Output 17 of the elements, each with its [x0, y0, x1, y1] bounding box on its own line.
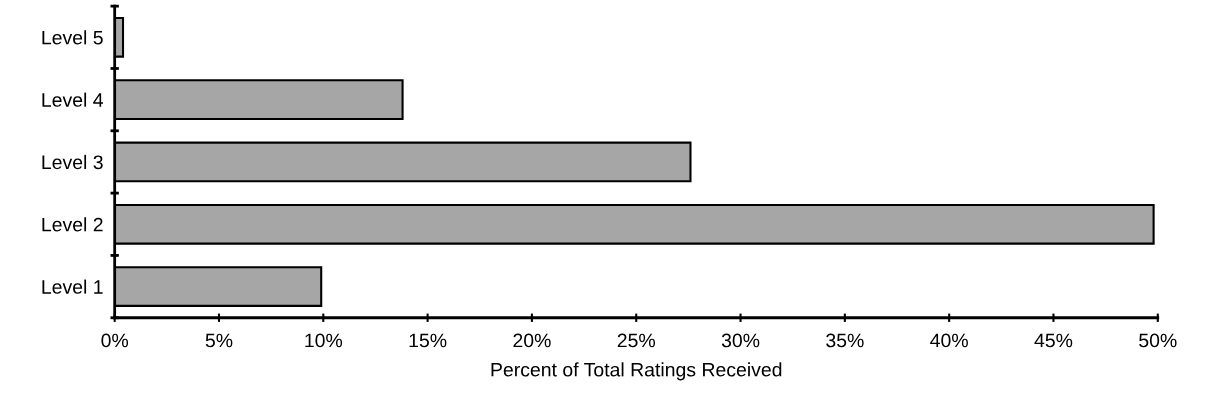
- y-tick-label: Level 2: [42, 217, 103, 232]
- x-tick-label: 15%: [409, 333, 447, 348]
- x-tick-label: 30%: [721, 333, 760, 348]
- x-axis-title: Percent of Total Ratings Received: [491, 362, 782, 381]
- x-tick-label: 45%: [1034, 333, 1073, 348]
- x-tick-label: 5%: [205, 333, 233, 348]
- x-tick-label: 0%: [101, 333, 129, 348]
- y-tick-label: Level 4: [42, 92, 103, 107]
- y-tick-label: Level 1: [42, 279, 103, 294]
- x-tick-label: 35%: [826, 333, 864, 348]
- y-tick-label: Level 3: [42, 154, 103, 170]
- x-tick-label: 25%: [617, 333, 655, 348]
- x-tick-label: 10%: [305, 333, 343, 348]
- x-tick-label: 50%: [1139, 333, 1177, 348]
- x-tick-label: 40%: [930, 333, 968, 348]
- x-tick-label: 20%: [513, 333, 551, 348]
- y-tick-label: Level 5: [42, 30, 103, 45]
